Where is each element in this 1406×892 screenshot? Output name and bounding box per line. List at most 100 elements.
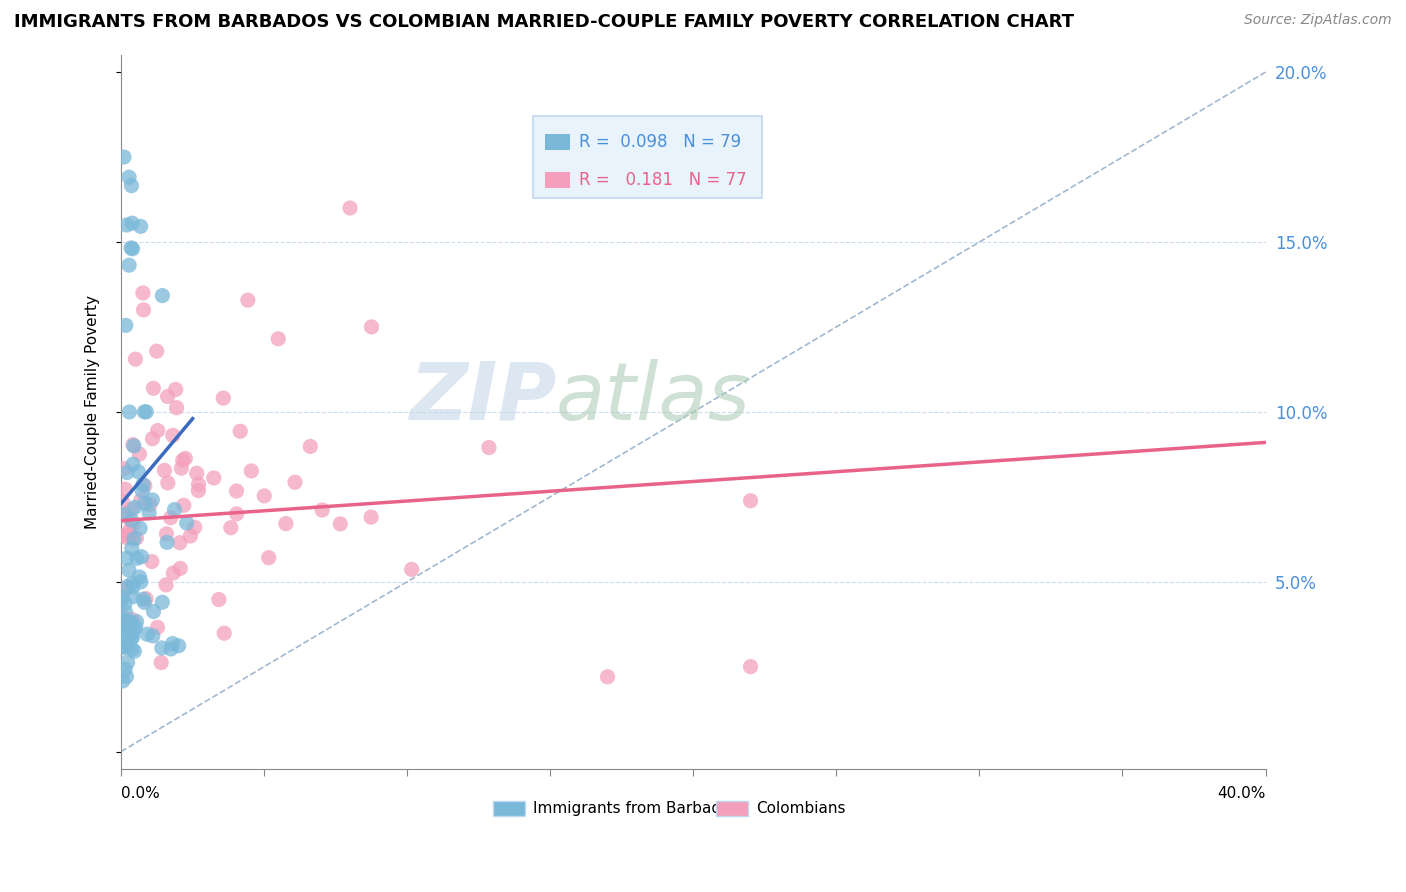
Text: atlas: atlas — [555, 359, 751, 436]
Point — [142, 381, 165, 395]
Point — [229, 424, 252, 438]
Point — [117, 579, 139, 593]
Point — [150, 640, 173, 655]
Point — [253, 489, 276, 503]
Point — [121, 613, 143, 627]
Point — [128, 570, 150, 584]
Point — [118, 524, 141, 538]
Point — [112, 610, 135, 624]
Point — [114, 482, 136, 496]
Point — [150, 288, 173, 302]
Bar — [544, 134, 569, 150]
Text: R =  0.098   N = 79: R = 0.098 N = 79 — [579, 133, 741, 151]
Point — [360, 319, 382, 334]
Point — [186, 467, 208, 481]
Point — [257, 550, 280, 565]
Bar — [494, 801, 524, 816]
Point — [202, 471, 225, 485]
Point — [122, 437, 145, 451]
Point — [173, 498, 195, 512]
Point — [236, 293, 259, 308]
Point — [125, 531, 148, 545]
Point — [112, 613, 135, 627]
Point — [225, 507, 247, 521]
Point — [160, 642, 183, 657]
Point — [120, 615, 142, 630]
Point — [121, 517, 143, 532]
Bar — [716, 801, 748, 816]
Point — [141, 432, 163, 446]
Point — [134, 405, 156, 419]
Point — [117, 621, 139, 635]
Point — [122, 580, 145, 594]
Point — [132, 302, 155, 317]
Point — [208, 592, 231, 607]
Point — [129, 219, 152, 234]
Point — [132, 285, 155, 300]
Point — [112, 461, 135, 475]
Point — [112, 150, 135, 164]
Point — [274, 516, 297, 531]
Point — [111, 591, 134, 605]
Point — [163, 502, 186, 516]
Point — [166, 401, 188, 415]
Point — [120, 627, 142, 641]
Point — [129, 574, 152, 589]
Point — [122, 439, 145, 453]
Text: 0.0%: 0.0% — [121, 787, 160, 801]
Point — [169, 561, 191, 575]
Point — [167, 639, 190, 653]
Point — [112, 528, 135, 542]
Y-axis label: Married-Couple Family Poverty: Married-Couple Family Poverty — [86, 295, 100, 529]
Text: 40.0%: 40.0% — [1218, 787, 1265, 801]
Point — [121, 242, 143, 256]
Point — [162, 428, 184, 442]
Point — [121, 513, 143, 527]
Point — [212, 626, 235, 640]
Point — [115, 581, 138, 595]
Point — [179, 529, 201, 543]
Point — [118, 563, 141, 577]
Point — [114, 508, 136, 522]
Point — [121, 631, 143, 645]
Point — [135, 591, 157, 606]
Point — [121, 631, 143, 645]
Point — [114, 318, 136, 333]
Point — [110, 593, 132, 607]
Point — [132, 592, 155, 607]
Point — [596, 670, 619, 684]
Point — [150, 595, 173, 609]
Point — [145, 344, 167, 359]
Point — [740, 659, 762, 673]
Point — [138, 506, 160, 520]
Point — [115, 509, 138, 524]
Point — [187, 483, 209, 498]
Point — [122, 623, 145, 637]
Point — [128, 447, 150, 461]
Point — [146, 620, 169, 634]
Point — [114, 596, 136, 610]
Point — [121, 590, 143, 604]
Point — [174, 451, 197, 466]
Point — [124, 352, 146, 367]
Point — [156, 475, 179, 490]
Text: IMMIGRANTS FROM BARBADOS VS COLOMBIAN MARRIED-COUPLE FAMILY POVERTY CORRELATION : IMMIGRANTS FROM BARBADOS VS COLOMBIAN MA… — [14, 13, 1074, 31]
Point — [162, 636, 184, 650]
Point — [135, 405, 157, 419]
Point — [159, 510, 181, 524]
Point — [153, 463, 176, 477]
Text: Colombians: Colombians — [756, 801, 846, 816]
Point — [212, 391, 235, 405]
Point — [360, 510, 382, 524]
Point — [141, 492, 163, 507]
Point — [124, 500, 146, 515]
Point — [142, 605, 165, 619]
Text: Immigrants from Barbados: Immigrants from Barbados — [533, 801, 738, 816]
Point — [134, 595, 156, 609]
Point — [156, 389, 179, 403]
Point — [155, 526, 177, 541]
Point — [136, 627, 159, 641]
Point — [112, 640, 135, 655]
Point — [401, 562, 423, 576]
Point — [122, 457, 145, 471]
